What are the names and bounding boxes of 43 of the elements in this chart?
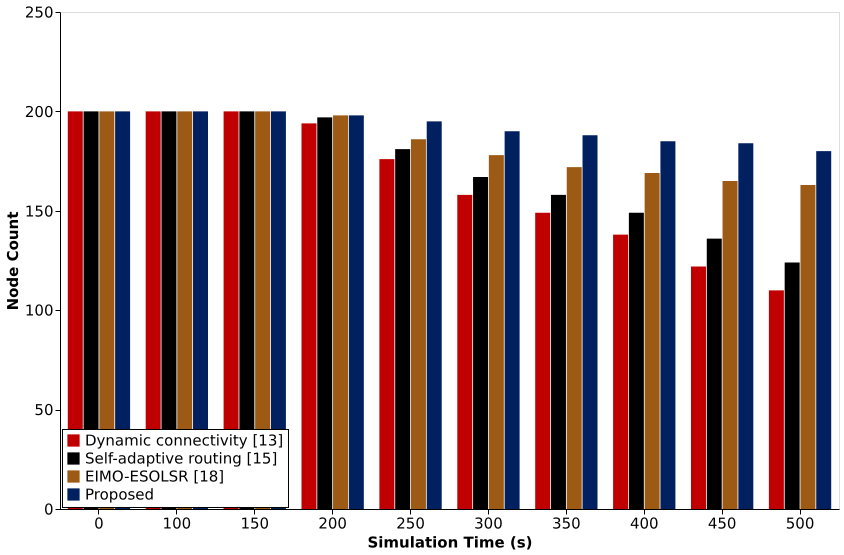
bar xyxy=(457,194,472,509)
x-tick-label: 300 xyxy=(474,514,503,532)
bar xyxy=(582,135,598,509)
y-tick-label: 50 xyxy=(34,401,54,420)
bar xyxy=(800,184,816,509)
bar xyxy=(690,266,706,509)
y-tick-label: 250 xyxy=(24,4,54,22)
bar xyxy=(488,155,504,509)
x-tick-label: 150 xyxy=(240,514,270,532)
x-tick-label: 250 xyxy=(396,514,425,532)
x-tick-label: 450 xyxy=(708,514,736,532)
x-tick-label: 350 xyxy=(552,514,581,532)
bar xyxy=(738,143,754,509)
y-tick-label: 0 xyxy=(44,500,54,518)
bar xyxy=(426,121,442,509)
bar xyxy=(768,290,784,509)
y-tick-label: 150 xyxy=(24,202,54,220)
legend-label: Dynamic connectivity [13] xyxy=(85,432,284,450)
bar xyxy=(379,159,394,509)
x-tick-label: 100 xyxy=(162,514,192,532)
y-axis-title: Node Count xyxy=(4,212,22,310)
x-tick-label: 500 xyxy=(786,514,814,532)
bar xyxy=(535,212,550,509)
bar xyxy=(722,180,738,509)
bar xyxy=(348,115,364,509)
x-axis-title: Simulation Time (s) xyxy=(367,534,533,552)
legend-label: Proposed xyxy=(85,486,154,504)
bar xyxy=(333,115,348,509)
y-tick-label: 200 xyxy=(24,102,54,121)
y-tick-label: 100 xyxy=(24,302,54,320)
legend-label: Self-adaptive routing [15] xyxy=(85,450,278,468)
bar xyxy=(816,151,832,509)
x-tick-label: 400 xyxy=(630,514,659,532)
bar xyxy=(410,139,426,509)
bar xyxy=(644,173,660,509)
x-tick-label: 0 xyxy=(94,514,104,532)
bar xyxy=(660,141,676,509)
bar xyxy=(504,131,520,509)
bar xyxy=(301,123,316,509)
bar xyxy=(613,234,628,509)
bar xyxy=(566,167,582,509)
x-tick-label: 200 xyxy=(318,514,347,532)
legend-label: EIMO-ESOLSR [18] xyxy=(85,468,224,486)
